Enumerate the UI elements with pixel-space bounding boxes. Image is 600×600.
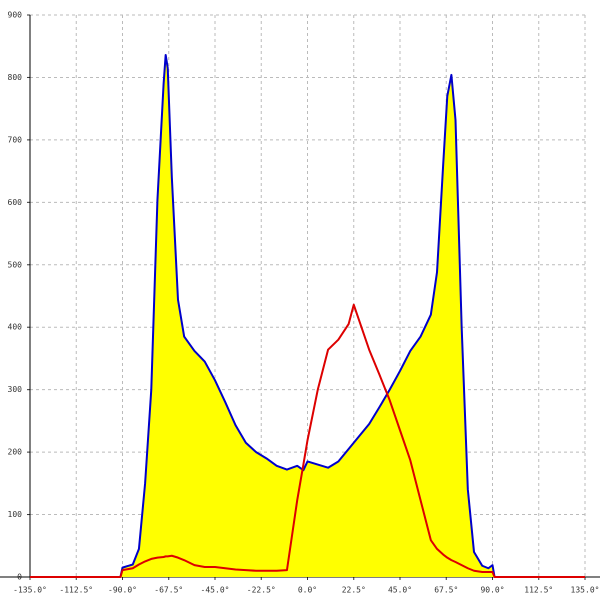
x-tick-label: 135.0°: [571, 586, 600, 595]
area-fill: [120, 54, 495, 578]
series-line: [119, 53, 496, 578]
y-tick-label: 700: [8, 135, 23, 144]
x-tick-label: 0.0°: [298, 586, 317, 595]
x-tick-label: 22.5°: [342, 586, 366, 595]
x-tick-label: 90.0°: [480, 586, 504, 595]
series-line: [30, 303, 585, 578]
x-tick-label: -45.0°: [201, 586, 230, 595]
x-tick-label: -22.5°: [247, 586, 276, 595]
y-tick-label: 500: [8, 260, 23, 269]
y-tick-label: 200: [8, 448, 23, 457]
y-tick-label: 800: [8, 73, 23, 82]
x-tick-label: -67.5°: [154, 586, 183, 595]
x-tick-label: -135.0°: [13, 586, 47, 595]
x-tick-label: -90.0°: [108, 586, 137, 595]
x-tick-label: 112.5°: [524, 586, 553, 595]
y-tick-label: 300: [8, 385, 23, 394]
x-tick-label: 45.0°: [388, 586, 412, 595]
y-tick-label: 400: [8, 323, 23, 332]
y-tick-label: 600: [8, 198, 23, 207]
x-tick-label: -112.5°: [59, 586, 93, 595]
y-tick-label: 100: [8, 510, 23, 519]
x-tick-label: 67.5°: [434, 586, 458, 595]
y-tick-label: 900: [8, 11, 23, 20]
